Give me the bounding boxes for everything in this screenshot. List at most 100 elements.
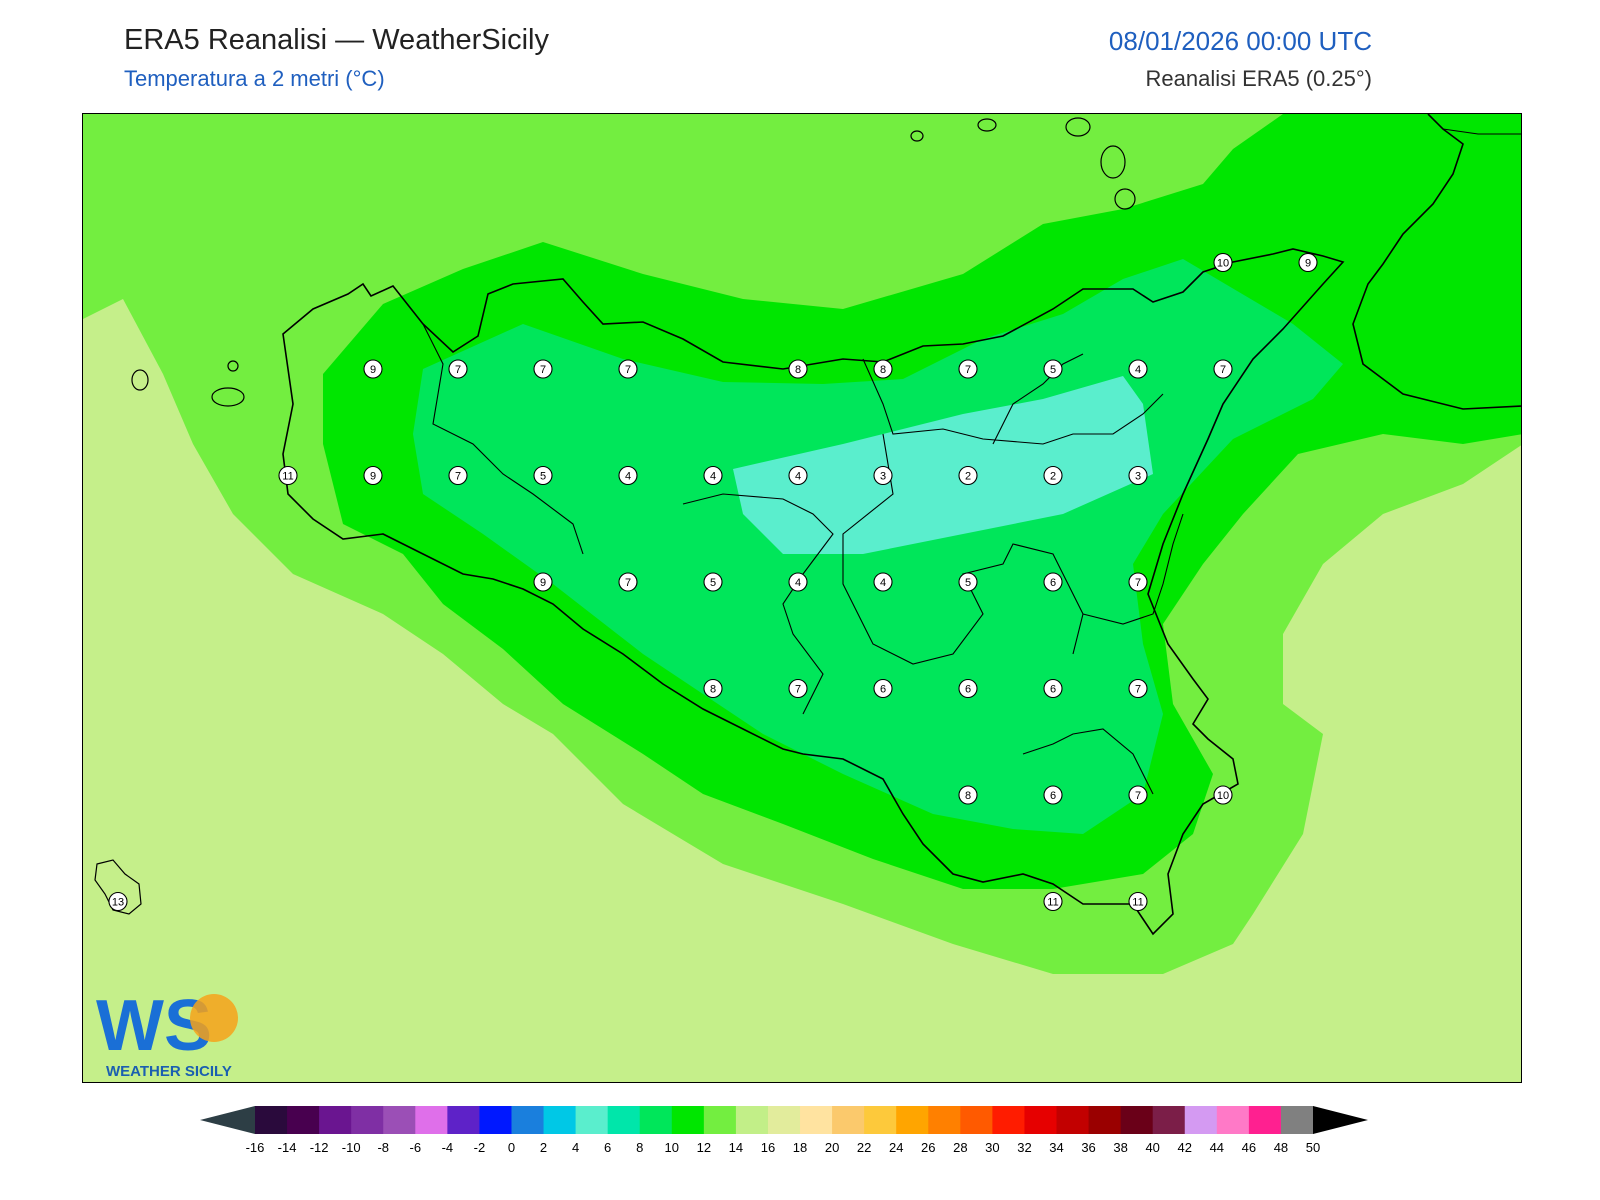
calabria-boundary (1442, 128, 1521, 135)
station-circle (1043, 678, 1063, 699)
station-circle (1298, 252, 1318, 273)
map-panel[interactable]: 9 7 7 7 8 8 7 5 4 7 10 9 11 9 7 5 4 4 4 3 2 2 3 9 7 5 4 4 5 6 7 8 7 6 6 6 7 8… (82, 113, 1522, 1083)
colorbar-tick-label: 16 (761, 1140, 775, 1155)
station-value: 7 (455, 471, 461, 483)
chart-subtitle: Temperatura a 2 metri (°C) (124, 66, 385, 91)
station-circle (958, 572, 978, 592)
station-marker: 6 (1043, 785, 1063, 805)
station-value: 4 (1135, 364, 1141, 376)
colorbar-tick-label: -16 (246, 1140, 265, 1155)
station-value: 11 (1132, 897, 1143, 909)
station-circle (1043, 465, 1063, 486)
station-marker: 3 (873, 465, 893, 486)
station-value: 7 (1135, 684, 1141, 696)
colorbar-tick-label: 22 (857, 1140, 871, 1155)
station-circle (703, 678, 723, 699)
colorbar-swatch (447, 1106, 480, 1134)
chart-title: ERA5 Reanalisi — WeatherSicily (124, 24, 549, 56)
station-value: 6 (965, 684, 971, 696)
station-marker: 4 (788, 465, 808, 486)
station-marker: 7 (1128, 785, 1148, 805)
colorbar-swatch (992, 1106, 1025, 1134)
station-marker: 9 (363, 465, 383, 486)
station-marker: 8 (703, 678, 723, 699)
station-circle (363, 465, 383, 486)
station-value: 2 (965, 471, 971, 483)
station-circle (618, 572, 638, 592)
station-circle (1128, 785, 1148, 805)
colorbar-tick-label: 2 (540, 1140, 547, 1155)
island-levanzo (227, 360, 239, 372)
station-circle (703, 572, 723, 592)
colorbar-arrow-high (1313, 1106, 1368, 1134)
island-alicudi (910, 130, 924, 142)
station-value: 5 (710, 577, 716, 589)
station-marker: 4 (873, 572, 893, 592)
station-marker: 9 (533, 572, 553, 592)
station-value: 2 (1050, 471, 1056, 483)
colorbar-tick-label: 38 (1113, 1140, 1127, 1155)
station-value: 10 (1217, 258, 1229, 270)
colorbar-tick-label: 10 (665, 1140, 679, 1155)
temperature-map: 9 7 7 7 8 8 7 5 4 7 10 9 11 9 7 5 4 4 4 3 2 2 3 9 7 5 4 4 5 6 7 8 7 6 6 6 7 8… (83, 114, 1521, 1082)
station-circle (788, 572, 808, 592)
station-marker: 10 (1213, 785, 1233, 805)
station-value: 9 (1305, 258, 1311, 270)
colorbar-swatch (1024, 1106, 1058, 1134)
station-marker: 7 (1128, 572, 1148, 592)
station-marker: 4 (788, 572, 808, 592)
station-circle (1128, 359, 1148, 379)
station-marker: 8 (873, 359, 893, 379)
station-value: 3 (880, 471, 886, 483)
colorbar-arrow-low (200, 1106, 255, 1134)
station-value: 9 (540, 577, 546, 589)
station-marker: 13 (108, 891, 128, 912)
station-marker: 7 (788, 678, 808, 699)
station-circle (1128, 572, 1148, 592)
station-marker: 7 (1213, 359, 1233, 379)
colorbar-swatches (200, 1106, 1368, 1134)
station-circle (1128, 678, 1148, 699)
colorbar-swatch (479, 1106, 512, 1134)
station-marker: 5 (533, 465, 553, 486)
station-marker: 7 (448, 465, 468, 486)
station-value: 5 (540, 471, 546, 483)
island-lipari (1100, 145, 1126, 179)
station-marker: 3 (1128, 465, 1148, 486)
colorbar-swatch (1184, 1106, 1218, 1134)
colorbar-tick-label: 50 (1306, 1140, 1320, 1155)
colorbar-swatch (1152, 1106, 1186, 1134)
island-filicudi (977, 118, 997, 132)
station-circle (1213, 359, 1233, 379)
station-value: 6 (1050, 790, 1056, 802)
station-circle (108, 891, 128, 912)
colorbar-swatch (511, 1106, 545, 1134)
station-value: 6 (880, 684, 886, 696)
colorbar-swatch (575, 1106, 609, 1134)
station-circle (533, 572, 553, 592)
station-circle (618, 465, 638, 486)
station-value: 4 (625, 471, 631, 483)
sicily-coastline (282, 248, 1345, 936)
station-circle (788, 678, 808, 699)
station-marker: 6 (958, 678, 978, 699)
colorbar-tick-label: 0 (508, 1140, 515, 1155)
station-circle (1043, 891, 1063, 912)
station-marker: 9 (1298, 252, 1318, 273)
station-value: 11 (1047, 897, 1058, 909)
colorbar-swatch (319, 1106, 352, 1134)
station-marker: 4 (703, 465, 723, 486)
station-circle (278, 465, 298, 486)
station-marker: 6 (1043, 572, 1063, 592)
island-salina (1065, 117, 1091, 137)
station-circle (873, 359, 893, 379)
station-circle (448, 465, 468, 486)
station-circle (1213, 785, 1233, 805)
colorbar-swatch (928, 1106, 961, 1134)
colorbar-tick-label: -6 (410, 1140, 422, 1155)
station-circle (533, 465, 553, 486)
station-marker: 4 (1128, 359, 1148, 379)
station-value: 4 (795, 577, 801, 589)
colorbar-tick-label: 46 (1242, 1140, 1256, 1155)
station-value: 4 (795, 471, 801, 483)
